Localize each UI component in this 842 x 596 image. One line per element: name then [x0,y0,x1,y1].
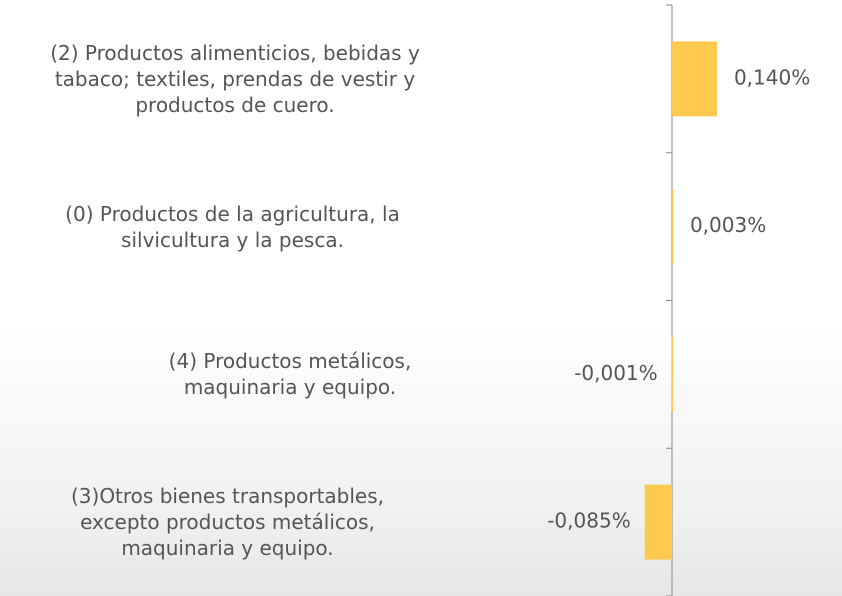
category-label: (2) Productos alimenticios, bebidas y ta… [50,40,420,117]
category-label: (3)Otros bienes transportables, excepto … [70,484,385,561]
category-label: (4) Productos metálicos, maquinaria y eq… [168,349,412,400]
value-label: -0,001% [574,361,657,385]
bar [672,189,674,265]
value-label: 0,003% [690,213,766,237]
bar [644,484,672,560]
value-label: 0,140% [734,65,810,89]
bar [672,41,717,117]
value-label: -0,085% [547,509,630,533]
category-label: (0) Productos de la agricultura, la silv… [65,201,400,252]
bar [671,336,674,412]
